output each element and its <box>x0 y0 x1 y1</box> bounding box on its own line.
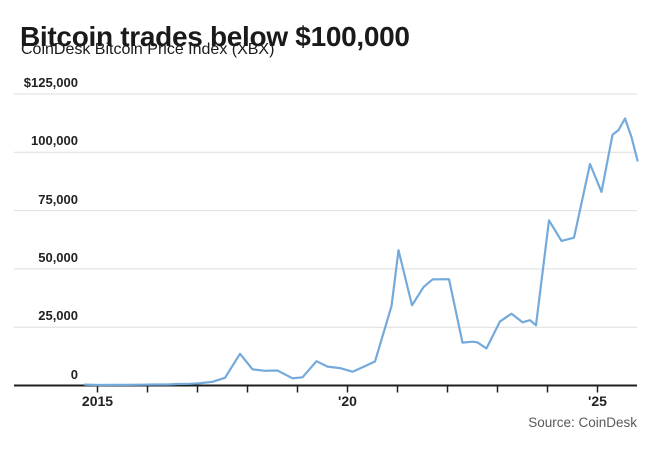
x-axis-tick-label: 2015 <box>81 393 114 409</box>
y-axis-tick-label: 75,000 <box>38 191 78 207</box>
y-axis-tick-label: 0 <box>70 366 78 382</box>
x-axis-tick-label: '25 <box>588 393 607 409</box>
chart-title: Bitcoin trades below $100,000 <box>20 20 410 52</box>
x-axis-tick-label: '20 <box>338 393 357 409</box>
y-axis-tick-label: 100,000 <box>31 133 78 149</box>
source-credit: Source: CoinDesk <box>528 415 637 430</box>
chart-subtitle: CoinDesk Bitcoin Price Index (XBX) <box>21 41 275 58</box>
y-axis-tick-label: $125,000 <box>23 75 78 90</box>
price-series-line <box>83 117 639 387</box>
y-axis-tick-label: 25,000 <box>38 308 78 324</box>
y-axis-tick-label: 50,000 <box>38 249 78 265</box>
